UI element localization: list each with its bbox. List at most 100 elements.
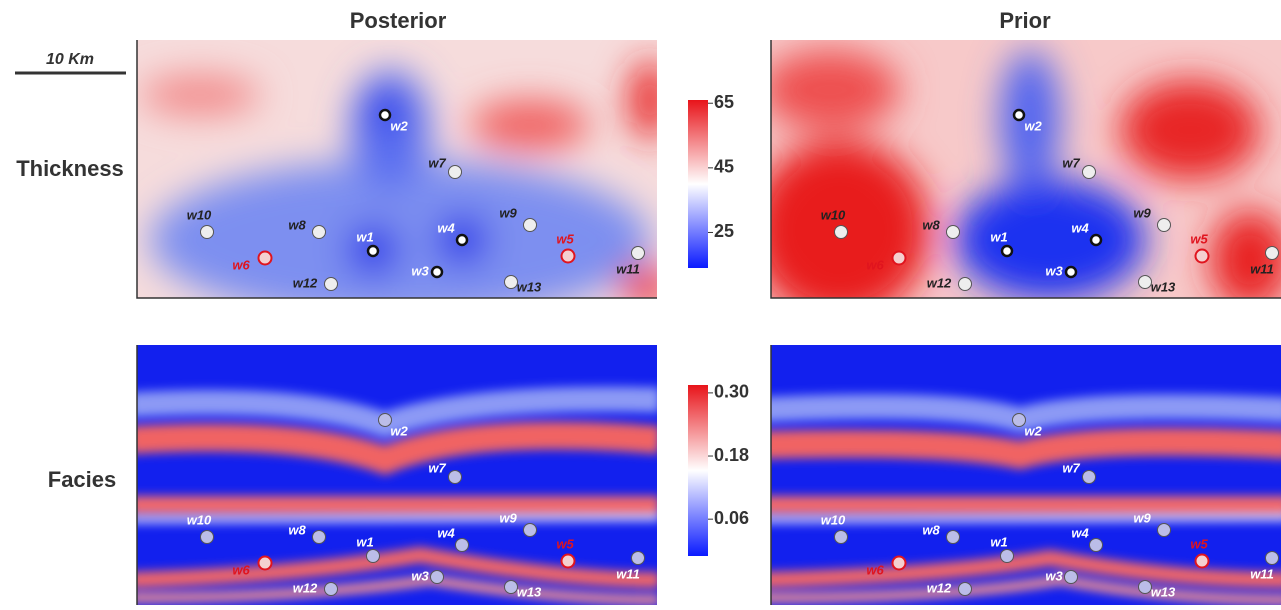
well-label: w10 — [821, 512, 846, 527]
well-marker — [1064, 570, 1078, 584]
well-marker — [1138, 580, 1152, 594]
well-marker — [504, 580, 518, 594]
well-marker — [504, 275, 518, 289]
well-marker — [946, 530, 960, 544]
well-label: w6 — [232, 562, 250, 577]
well-marker — [430, 265, 444, 279]
well-marker — [455, 233, 469, 247]
well-marker — [1000, 549, 1014, 563]
well-label: w5 — [1190, 231, 1208, 246]
well-marker — [448, 165, 462, 179]
well-marker — [312, 530, 326, 544]
well-marker — [455, 538, 469, 552]
well-marker — [560, 248, 576, 264]
well-label: w12 — [927, 275, 952, 290]
well-label: w7 — [1062, 155, 1080, 170]
well-marker — [1012, 413, 1026, 427]
well-label: w11 — [1250, 261, 1274, 276]
well-label: w8 — [288, 217, 306, 232]
well-marker — [200, 225, 214, 239]
colorbar-tick-label: 0.06 — [714, 508, 749, 528]
well-label: w9 — [1133, 205, 1151, 220]
well-label: w5 — [1190, 536, 1208, 551]
well-marker — [1082, 470, 1096, 484]
row-title: Facies — [48, 467, 117, 492]
well-marker — [958, 277, 972, 291]
well-marker — [430, 570, 444, 584]
colorbar — [688, 100, 708, 268]
well-marker — [378, 108, 392, 122]
well-label: w13 — [1151, 279, 1176, 294]
map-posterior-thickness — [137, 40, 657, 298]
well-marker — [946, 225, 960, 239]
well-label: w3 — [411, 263, 429, 278]
well-label: w3 — [1045, 263, 1063, 278]
well-label: w12 — [293, 275, 318, 290]
well-marker — [448, 470, 462, 484]
well-marker — [560, 553, 576, 569]
well-marker — [1265, 246, 1279, 260]
well-marker — [200, 530, 214, 544]
well-label: w11 — [1250, 566, 1274, 581]
well-marker — [891, 250, 907, 266]
well-marker — [1157, 523, 1171, 537]
well-label: w7 — [428, 460, 446, 475]
well-label: w6 — [232, 257, 250, 272]
axes — [136, 40, 1281, 605]
well-label: w8 — [288, 522, 306, 537]
well-label: w5 — [556, 231, 574, 246]
well-marker — [1089, 538, 1103, 552]
well-marker — [891, 555, 907, 571]
well-marker — [1064, 265, 1078, 279]
well-label: w13 — [1151, 584, 1176, 599]
well-label: w10 — [821, 207, 846, 222]
well-marker — [324, 582, 338, 596]
well-label: w10 — [187, 207, 212, 222]
well-marker — [1000, 244, 1014, 258]
colorbar-tick-label: 65 — [714, 92, 734, 112]
well-marker — [324, 277, 338, 291]
well-marker — [378, 413, 392, 427]
well-label: w9 — [499, 205, 517, 220]
well-marker — [1082, 165, 1096, 179]
well-label: w7 — [428, 155, 446, 170]
column-title: Posterior — [350, 8, 447, 33]
well-label: w2 — [1024, 423, 1042, 438]
well-marker — [958, 582, 972, 596]
well-marker — [366, 244, 380, 258]
well-marker — [834, 225, 848, 239]
well-label: w2 — [390, 423, 408, 438]
well-marker — [523, 218, 537, 232]
colorbar — [688, 385, 708, 556]
dynamic: 65 45 25 0.30 0.18 0.06 w1 w2 w3 w4 w5 w6 w7 w8 w9 w10 w… — [187, 92, 1279, 599]
well-label: w12 — [293, 580, 318, 595]
well-label: w9 — [1133, 510, 1151, 525]
column-title: Prior — [999, 8, 1051, 33]
well-label: w3 — [411, 568, 429, 583]
well-label: w3 — [1045, 568, 1063, 583]
well-marker — [1012, 108, 1026, 122]
well-marker — [312, 225, 326, 239]
well-label: w10 — [187, 512, 212, 527]
well-marker — [1157, 218, 1171, 232]
well-label: w9 — [499, 510, 517, 525]
well-label: w2 — [1024, 118, 1042, 133]
well-label: w2 — [390, 118, 408, 133]
well-label: w8 — [922, 522, 940, 537]
well-label: w13 — [517, 584, 542, 599]
well-label: w4 — [437, 525, 455, 540]
well-marker — [523, 523, 537, 537]
well-label: w8 — [922, 217, 940, 232]
well-marker — [1138, 275, 1152, 289]
colorbar-tick-label: 45 — [714, 157, 734, 177]
well-label: w4 — [437, 220, 455, 235]
colorbar-tick-label: 0.30 — [714, 382, 749, 402]
well-marker — [1089, 233, 1103, 247]
well-label: w11 — [616, 566, 640, 581]
map-posterior-facies — [137, 345, 657, 605]
well-marker — [834, 530, 848, 544]
colorbar-tick-label: 0.18 — [714, 445, 749, 465]
scale-bar-label: 10 Km — [46, 51, 94, 68]
